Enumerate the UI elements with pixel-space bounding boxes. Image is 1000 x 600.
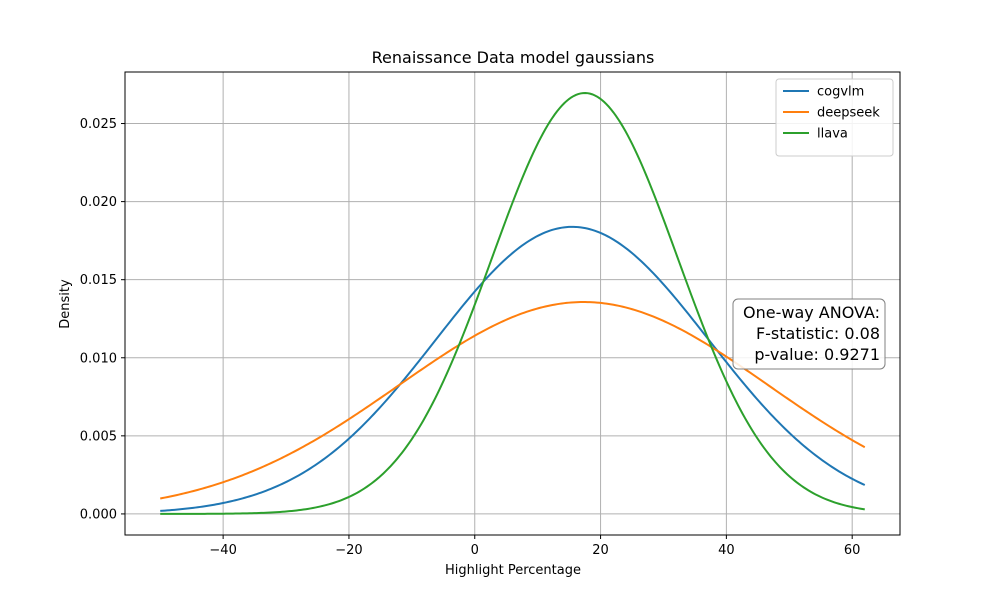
- annotation-line: F-statistic: 0.08: [756, 324, 880, 343]
- legend-label-llava: llava: [817, 127, 848, 142]
- annotation-box: [732, 298, 886, 370]
- y-tick-label: 0.025: [80, 117, 117, 132]
- x-tick-label: 0: [471, 543, 479, 558]
- x-tick-label: −20: [335, 543, 362, 558]
- annotation-line: One-way ANOVA:: [743, 303, 880, 322]
- x-axis-label: Highlight Percentage: [445, 563, 581, 578]
- x-tick-label: −40: [209, 543, 236, 558]
- legend-box: [775, 78, 894, 157]
- plot-frame: [124, 71, 901, 536]
- y-tick-label: 0.020: [80, 195, 117, 210]
- x-axis-ticks: −40 −20 0 20 40 60: [209, 535, 860, 558]
- legend-label-deepseek: deepseek: [817, 106, 880, 121]
- x-tick-label: 20: [592, 543, 609, 558]
- y-tick-label: 0.005: [80, 429, 117, 444]
- x-tick-label: 40: [718, 543, 735, 558]
- annotation-line: p-value: 0.9271: [754, 345, 880, 364]
- legend: cogvlm deepseek llava: [775, 78, 894, 157]
- y-tick-label: 0.015: [80, 273, 117, 288]
- series-lines: [160, 91, 866, 515]
- series-line-cogvlm: [160, 225, 866, 512]
- chart-title: Renaissance Data model gaussians: [372, 48, 655, 67]
- y-axis-ticks: 0.000 0.005 0.010 0.015 0.020 0.025: [80, 117, 125, 522]
- anova-annotation: One-way ANOVA: F-statistic: 0.08 p-value: …: [732, 298, 886, 370]
- y-axis-label: Density: [58, 279, 73, 329]
- series-line-llava: [160, 91, 865, 515]
- y-tick-label: 0.000: [80, 507, 117, 522]
- series-line-deepseek: [160, 301, 866, 500]
- legend-label-cogvlm: cogvlm: [817, 85, 864, 100]
- x-tick-label: 60: [844, 543, 861, 558]
- y-tick-label: 0.010: [80, 351, 117, 366]
